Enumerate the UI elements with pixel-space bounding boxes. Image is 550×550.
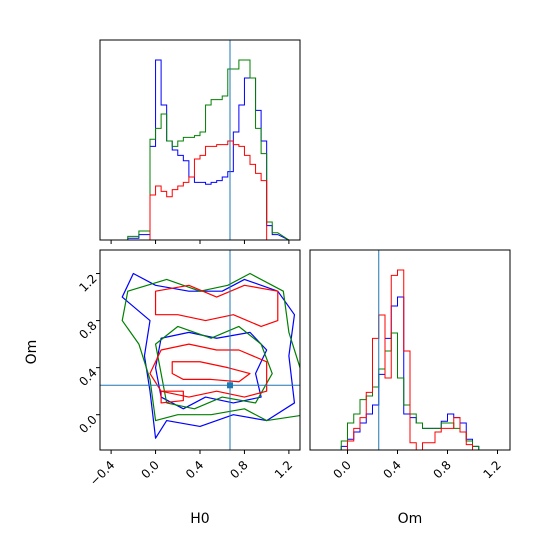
joint-ytick-label-0: 0.0 [76,413,99,436]
joint-ytick-label-1: 0.4 [76,366,99,389]
contour-0 [121,272,296,439]
joint-ytick-label-2: 0.8 [76,318,99,341]
h0-histogram-series-0 [127,59,290,241]
contour-2 [121,272,300,422]
joint-contours [100,250,300,450]
h0-histogram-series-2 [127,140,289,241]
om-histogram-series-0 [328,296,485,451]
y-axis-label-om: Om [24,340,40,365]
om-tick-label-3: 1.2 [480,458,503,481]
contour-7 [160,390,184,404]
h0-histogram-panel [99,39,301,244]
om-histogram-panel: 0.0 0.4 0.8 1.2 [309,249,511,481]
contour-5 [149,343,268,398]
h0-histogram-series-1 [127,59,290,241]
contour-4 [154,284,279,328]
x-axis-label-h0: H0 [190,511,209,527]
joint-xtick-label-2: 0.4 [183,458,206,481]
om-tick-label-2: 0.8 [430,458,453,481]
joint-xtick-label-4: 1.2 [272,458,295,481]
om-histogram-series-2 [328,269,485,451]
h0-histogram-frame [99,39,301,241]
joint-xtick-label-1: 0.0 [139,458,162,481]
contour-3 [154,325,273,410]
om-tick-label-1: 0.4 [380,458,403,481]
joint-contour-panel: −0.4 0.0 0.4 0.8 1.2 0.0 0.4 0.8 1.2 [76,249,301,489]
joint-xtick-label-0: −0.4 [87,458,118,489]
x-axis-label-om: Om [398,511,423,527]
joint-xtick-label-3: 0.8 [227,458,250,481]
joint-truth-marker [227,382,233,389]
joint-ytick-label-3: 1.2 [76,271,99,294]
om-tick-label-0: 0.0 [330,458,353,481]
om-histogram-frame [309,249,511,451]
contour-6 [171,361,251,383]
